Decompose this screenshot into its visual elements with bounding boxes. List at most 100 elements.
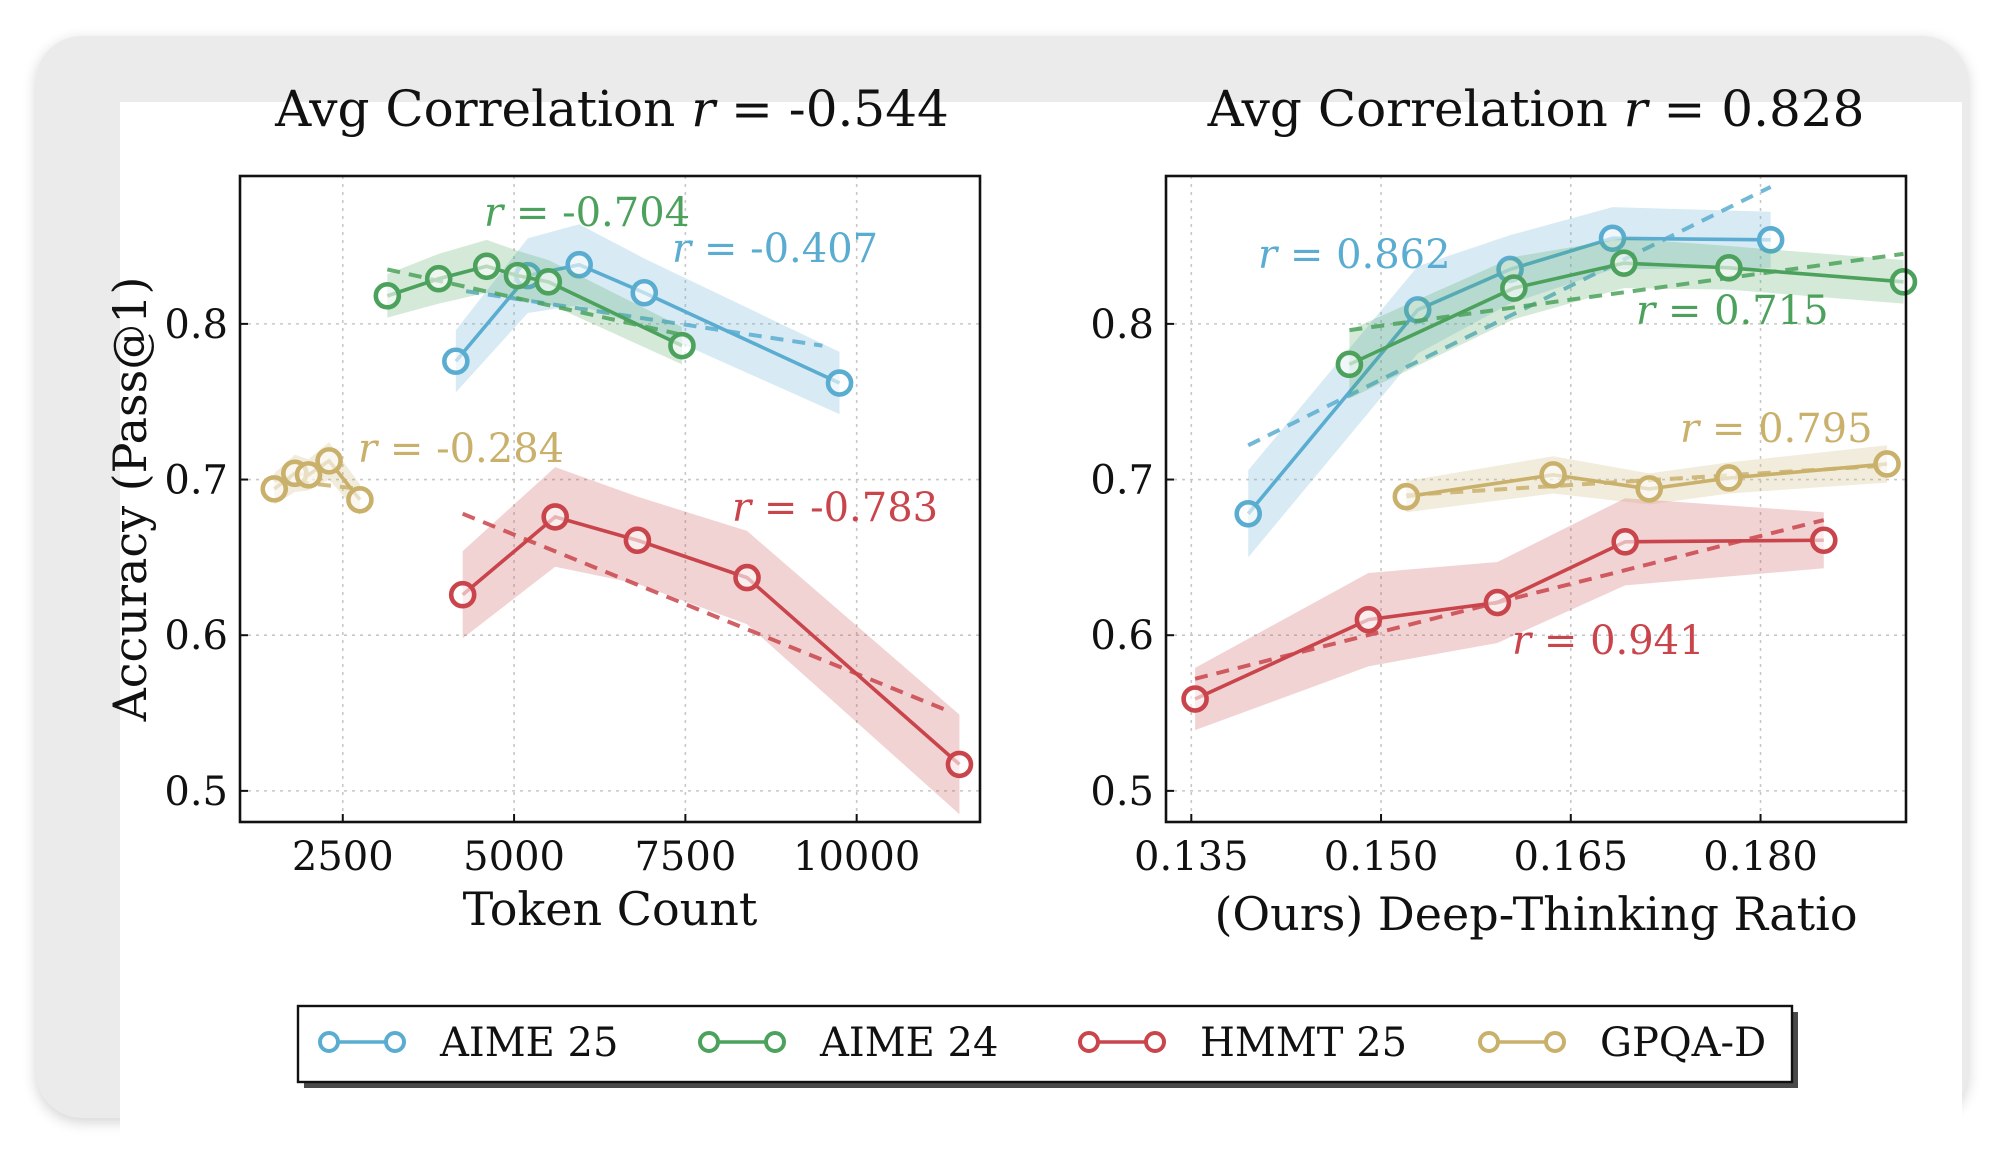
data-point <box>1483 588 1512 617</box>
legend-marker <box>1544 1031 1566 1053</box>
x-axis-label: Token Count <box>463 882 758 936</box>
data-point <box>315 447 343 475</box>
data-point <box>623 526 652 555</box>
data-point <box>1181 685 1209 713</box>
legend-label: GPQA-D <box>1600 1020 1766 1066</box>
data-point <box>534 268 563 296</box>
data-point <box>294 461 323 489</box>
data-point <box>1889 268 1918 296</box>
series-aime-24: r = 0.715 <box>1335 238 1918 399</box>
confidence-band <box>462 467 960 815</box>
legend-marker <box>764 1031 786 1053</box>
data-point <box>825 369 854 397</box>
correlation-label: r = -0.783 <box>732 485 938 531</box>
legend-label: HMMT 25 <box>1200 1020 1407 1066</box>
regression-fit-line <box>1247 185 1772 448</box>
correlation-label: r = 0.715 <box>1636 288 1829 334</box>
legend-box <box>296 1004 1794 1084</box>
data-point <box>1635 475 1664 503</box>
legend-marker <box>1144 1031 1166 1053</box>
data-point <box>565 250 593 279</box>
legend-item-gpqa-d: GPQA-D <box>1478 1020 1766 1066</box>
legend-marker <box>384 1031 406 1053</box>
y-axis-label: Accuracy (Pass@1) <box>103 277 157 723</box>
x-tick-label: 7500 <box>634 834 736 880</box>
data-point <box>1873 450 1901 478</box>
legend-item-aime-25: AIME 25 <box>318 1020 618 1066</box>
y-tick-label: 0.8 <box>164 302 228 348</box>
correlation-label: r = 0.941 <box>1512 618 1705 664</box>
data-point <box>1715 254 1743 282</box>
data-point <box>424 264 453 293</box>
regression-fit-line <box>274 477 361 491</box>
regression-fit-line <box>1194 518 1825 681</box>
data-point <box>442 347 470 376</box>
chart-panel-2: r = 0.862 r = 0.715 r = 0.941 r = 0.795 0.5 0… <box>1090 80 1918 941</box>
correlation-label: r = 0.862 <box>1258 232 1451 278</box>
chart-title: Avg Correlation r = -0.544 <box>274 80 949 138</box>
legend-marker <box>318 1031 340 1053</box>
data-point <box>1610 249 1638 277</box>
legend-label: AIME 24 <box>819 1020 998 1066</box>
x-tick-label: 0.150 <box>1324 834 1439 880</box>
confidence-band <box>1349 238 1904 399</box>
chart-title: Avg Correlation r = 0.828 <box>1207 80 1865 138</box>
data-point <box>1539 461 1567 489</box>
legend-marker <box>1078 1031 1100 1053</box>
data-point <box>1809 526 1838 555</box>
data-point <box>1756 226 1785 254</box>
data-point <box>503 261 532 290</box>
axes-frame <box>238 174 982 824</box>
x-axis-label: (Ours) Deep-Thinking Ratio <box>1214 887 1857 941</box>
legend-item-hmmt-25: HMMT 25 <box>1078 1020 1407 1066</box>
data-point <box>1611 528 1639 556</box>
correlation-label: r = -0.407 <box>672 226 878 272</box>
y-tick-label: 0.7 <box>1090 458 1154 504</box>
data-point <box>346 485 374 514</box>
y-tick-label: 0.6 <box>164 613 228 659</box>
data-point <box>1234 499 1263 528</box>
legend-item-aime-24: AIME 24 <box>698 1020 998 1066</box>
data-point <box>1354 605 1383 634</box>
series-aime-25: r = 0.862 <box>1234 185 1785 558</box>
data-point <box>1715 464 1743 492</box>
data-point <box>1500 274 1528 302</box>
x-tick-label: 10000 <box>793 834 920 880</box>
legend-label: AIME 25 <box>439 1020 618 1066</box>
series-aime-24: r = -0.704 <box>373 190 696 365</box>
data-point <box>668 331 696 360</box>
regression-fit-line <box>1349 251 1904 333</box>
y-tick-label: 0.8 <box>1090 302 1154 348</box>
data-point <box>260 475 289 503</box>
x-tick-label: 5000 <box>463 834 565 880</box>
data-point <box>630 278 659 307</box>
data-point <box>945 750 974 779</box>
series-hmmt-25: r = 0.941 <box>1181 498 1838 731</box>
regression-fit-line <box>465 289 823 348</box>
series-hmmt-25: r = -0.783 <box>448 467 974 815</box>
correlation-label: r = 0.795 <box>1680 406 1873 452</box>
y-tick-label: 0.6 <box>1090 613 1154 659</box>
data-point <box>1598 224 1627 253</box>
correlation-label: r = -0.704 <box>484 190 690 236</box>
data-point <box>448 580 477 609</box>
legend-marker <box>1478 1031 1500 1053</box>
x-tick-label: 0.165 <box>1514 834 1629 880</box>
confidence-band <box>387 239 682 365</box>
series-gpqa-d: r = 0.795 <box>1392 406 1901 513</box>
data-point <box>541 503 569 531</box>
y-tick-label: 0.5 <box>164 769 228 815</box>
data-point <box>733 563 761 592</box>
x-tick-label: 0.180 <box>1703 834 1818 880</box>
data-point <box>373 282 402 310</box>
correlation-label: r = -0.284 <box>358 426 564 472</box>
data-point <box>472 252 501 281</box>
y-tick-label: 0.7 <box>164 458 228 504</box>
x-tick-label: 2500 <box>292 834 394 880</box>
legend: AIME 25 AIME 24 HMMT 25 GPQA-D <box>296 1004 1798 1088</box>
data-point <box>1392 482 1421 511</box>
axes-frame <box>1164 174 1908 824</box>
y-tick-label: 0.5 <box>1090 769 1154 815</box>
